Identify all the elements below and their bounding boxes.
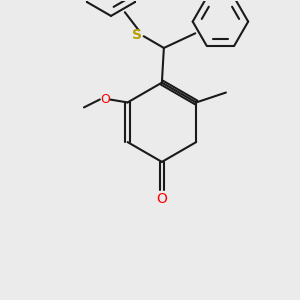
Text: O: O [100,93,110,106]
Text: O: O [157,191,167,206]
Text: S: S [132,28,142,42]
